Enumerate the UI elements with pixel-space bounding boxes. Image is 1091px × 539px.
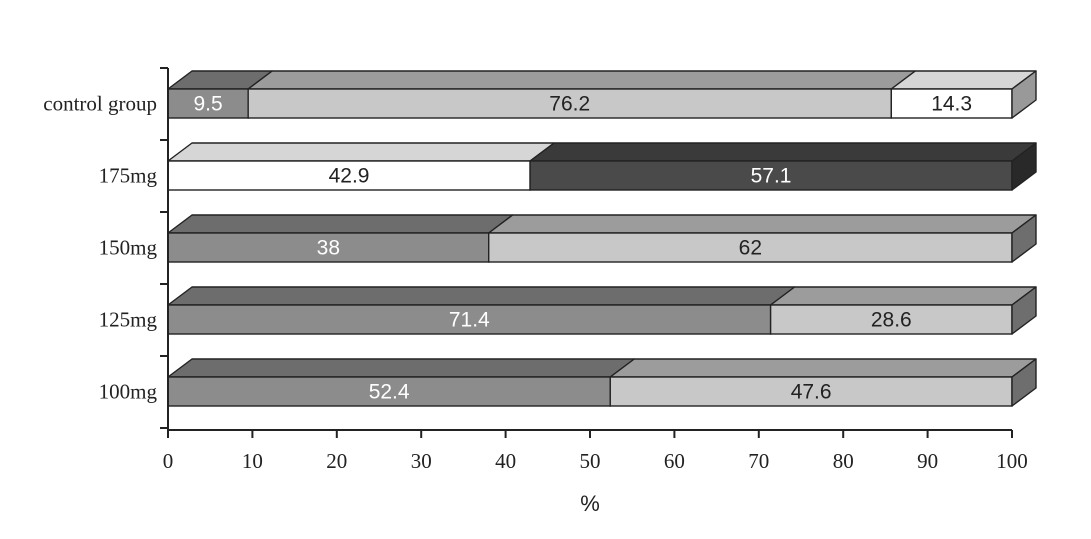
category-label: control group — [43, 92, 157, 116]
x-tick-label: 30 — [411, 449, 432, 473]
x-tick-label: 0 — [163, 449, 174, 473]
x-tick-label: 100 — [996, 449, 1028, 473]
bar-segment — [529, 160, 1013, 191]
x-tick-label: 80 — [833, 449, 854, 473]
category-label: 100mg — [99, 380, 158, 404]
bar-segment-top — [609, 358, 1037, 378]
data-label: 62 — [739, 237, 762, 260]
bar-segment-side — [1011, 214, 1037, 263]
x-tick-label: 20 — [326, 449, 347, 473]
category-label: 125mg — [99, 308, 158, 332]
axis-layer: 0 10 20 30 40 50 60 70 80 90 100 — [160, 67, 1028, 473]
bar-segment-top — [529, 142, 1037, 162]
category-label: 150mg — [99, 236, 158, 260]
bar-segment-side — [1011, 286, 1037, 335]
data-label: 47.6 — [791, 381, 832, 404]
bar-segment — [167, 376, 611, 407]
x-tick-label: 10 — [242, 449, 263, 473]
bar-row: 150mg 38 62 — [99, 214, 1037, 263]
x-tick-label: 70 — [748, 449, 769, 473]
bar-segment-top — [167, 286, 796, 306]
x-tick-label: 90 — [917, 449, 938, 473]
bar-segment-top — [167, 358, 635, 378]
bar-segment-top — [167, 142, 555, 162]
data-label: 52.4 — [369, 381, 410, 404]
bar-segment-top — [890, 70, 1037, 90]
x-tick-label: 40 — [495, 449, 516, 473]
bar-row: 125mg 71.4 28.6 — [99, 286, 1037, 335]
bar-segment-side — [1011, 70, 1037, 119]
data-label: 9.5 — [193, 93, 222, 116]
bar-segment-top — [488, 214, 1037, 234]
x-axis-title: % — [580, 491, 600, 516]
bar-segment — [890, 88, 1013, 119]
x-tick-label: 50 — [580, 449, 601, 473]
bar-segment-side — [1011, 358, 1037, 407]
data-label: 71.4 — [449, 309, 490, 332]
x-tick-label: 60 — [664, 449, 685, 473]
bar-segment — [167, 232, 490, 263]
data-label: 38 — [317, 237, 340, 260]
bar-segment — [167, 160, 531, 191]
bar-segment-top — [167, 214, 514, 234]
bar-row: control group 9.5 76.2 14.3 — [43, 70, 1037, 119]
data-label: 28.6 — [871, 309, 912, 332]
bars-layer: control group 9.5 76.2 14.3 175mg 42.9 57.1 150… — [43, 70, 1037, 407]
bar-segment — [488, 232, 1013, 263]
bar-segment — [247, 88, 893, 119]
bar-row: 175mg 42.9 57.1 — [99, 142, 1037, 191]
data-label: 42.9 — [329, 165, 370, 188]
data-label: 14.3 — [931, 93, 972, 116]
bar-segment-top — [247, 70, 917, 90]
category-label: 175mg — [99, 164, 158, 188]
bar-segment — [167, 304, 772, 335]
data-label: 57.1 — [751, 165, 792, 188]
bar-segment-top — [769, 286, 1037, 306]
bar-row: 100mg 52.4 47.6 — [99, 358, 1037, 407]
data-label: 76.2 — [549, 93, 590, 116]
bar-segment-side — [1011, 142, 1037, 191]
